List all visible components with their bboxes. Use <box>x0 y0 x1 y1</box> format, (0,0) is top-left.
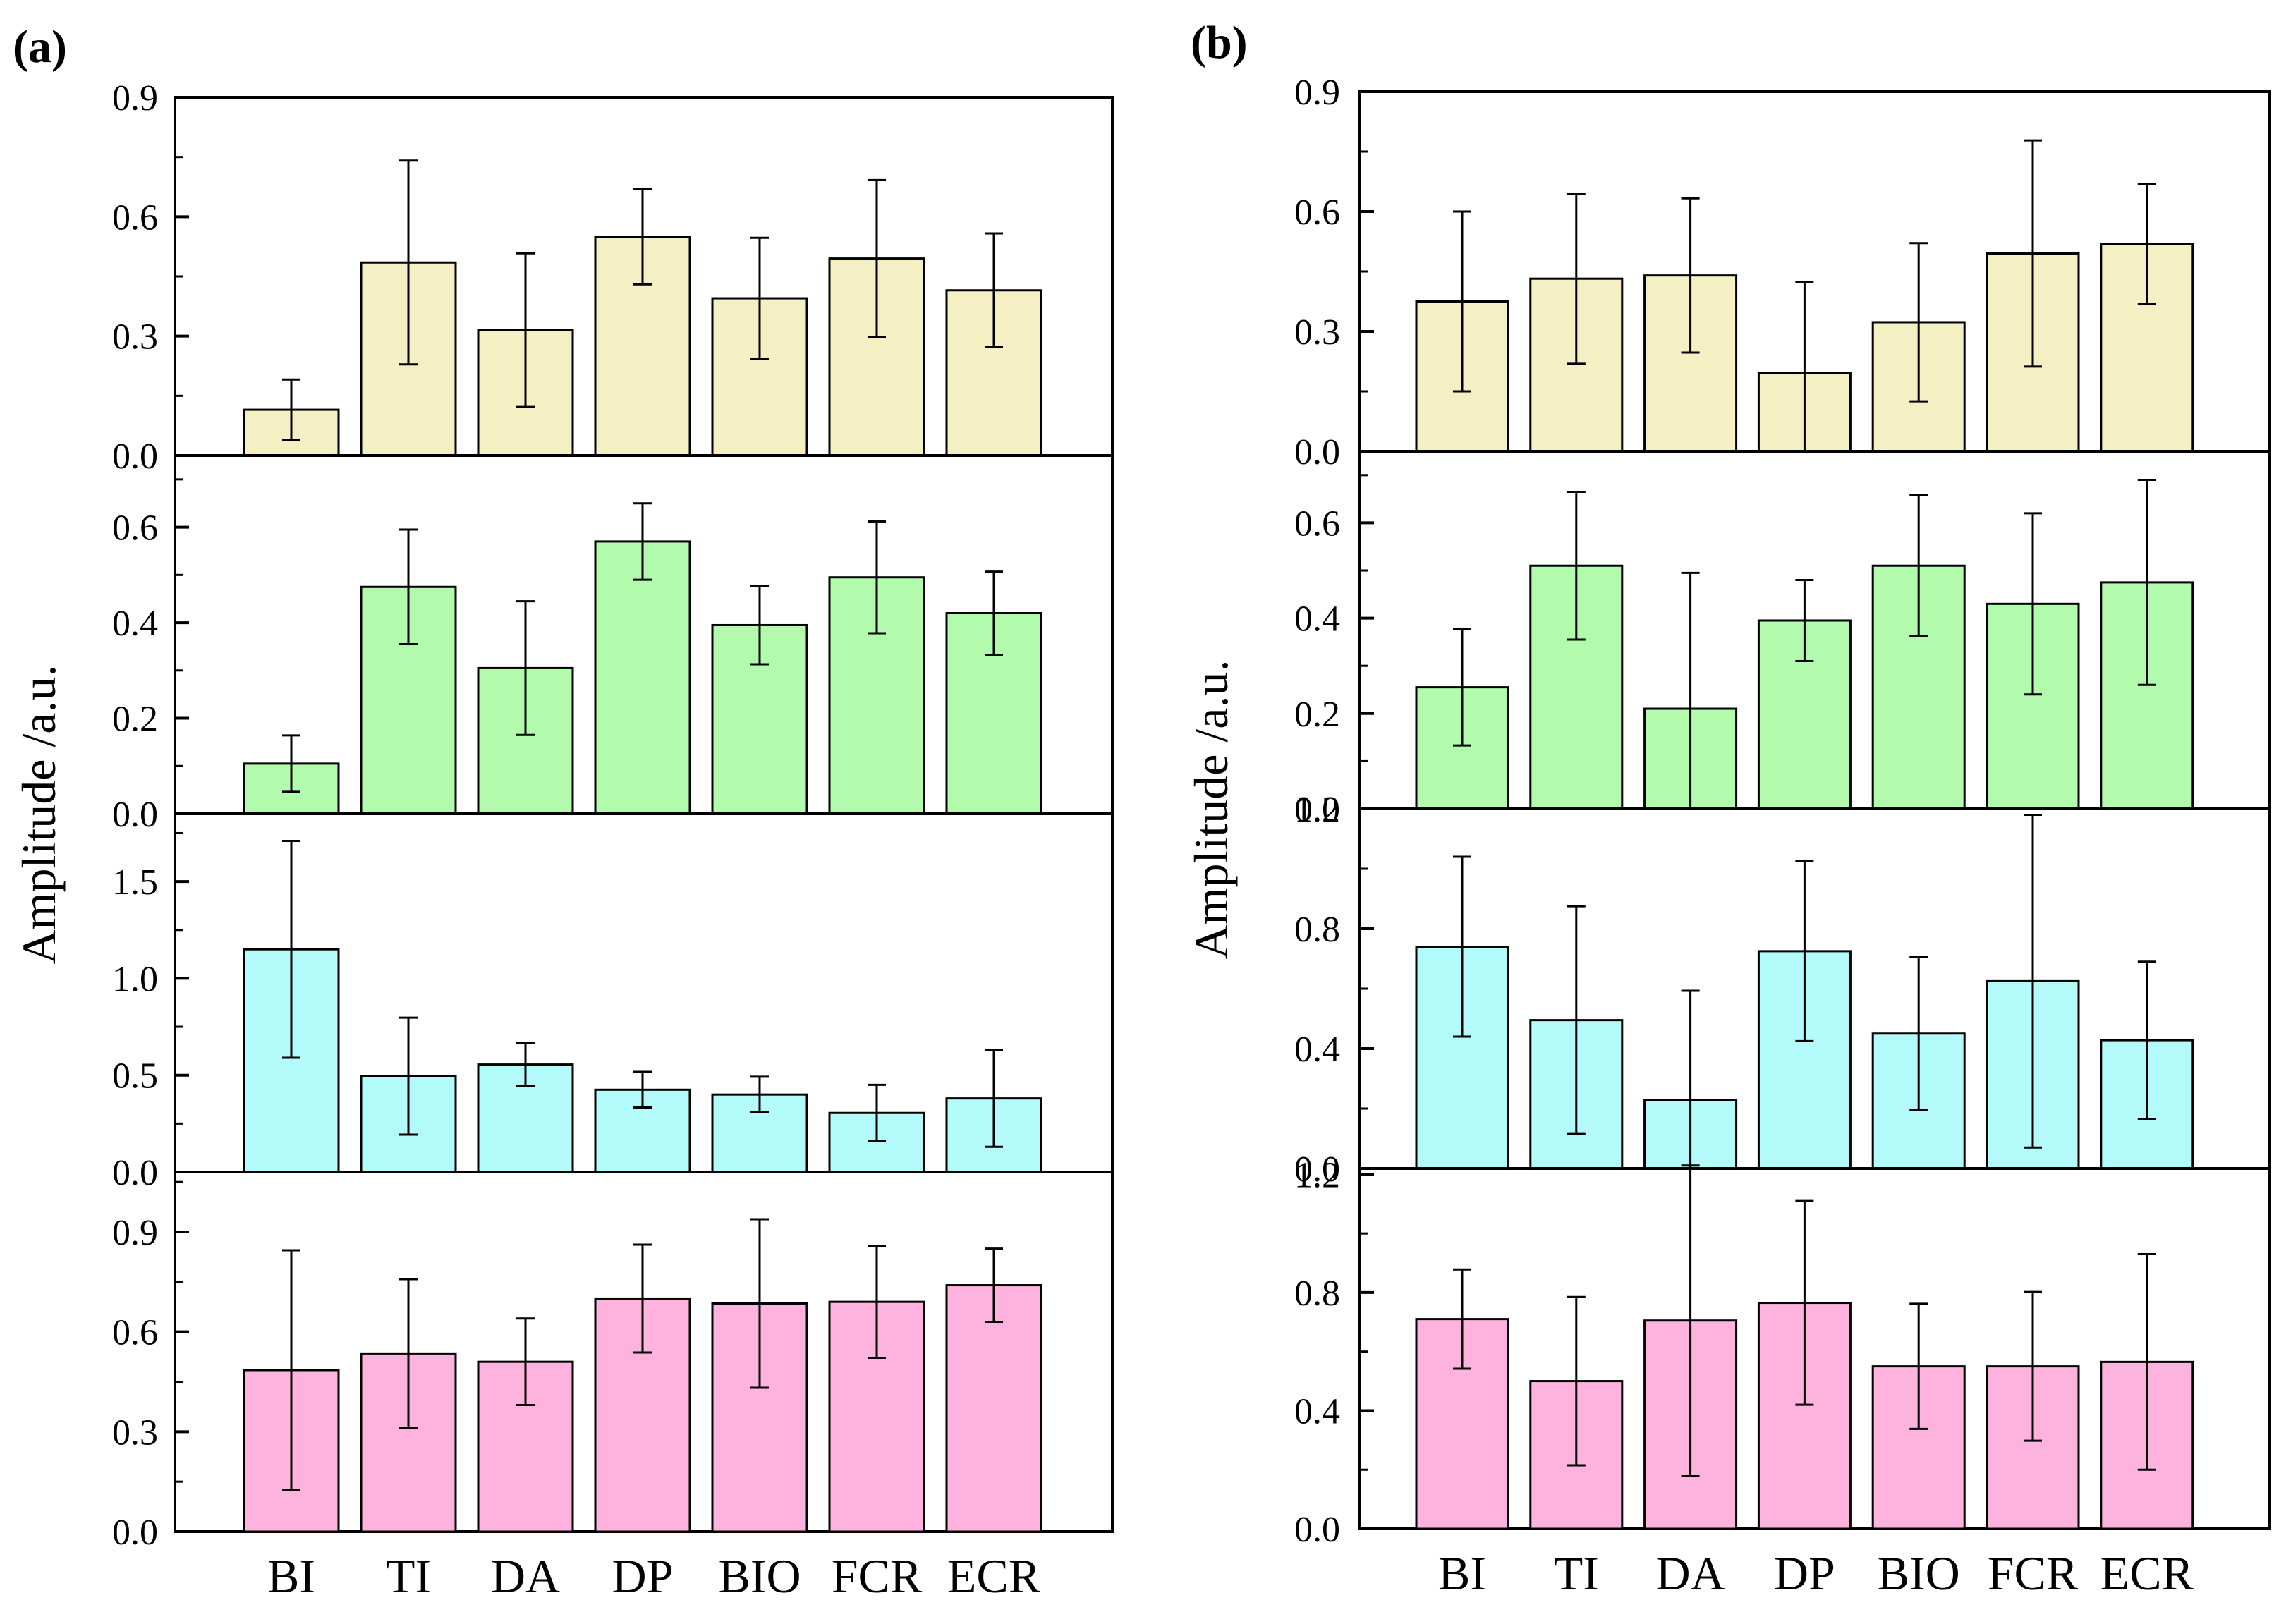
y-tick-label: 0.2 <box>1294 695 1340 735</box>
x-tick-label-da: DA <box>1655 1546 1725 1600</box>
y-tick-label: 0.3 <box>112 317 158 358</box>
y-tick-label: 0.0 <box>1294 1510 1340 1550</box>
y-tick-label: 0.9 <box>112 78 158 118</box>
y-tick-label: 0.0 <box>1294 1149 1340 1190</box>
y-tick-label: 0.4 <box>112 604 158 644</box>
y-tick-label: 1.0 <box>112 959 158 999</box>
x-tick-label-fcr: FCR <box>832 1549 923 1603</box>
y-tick-label: 1.5 <box>112 862 158 903</box>
chart-panel-a: (a)Amplitude /a.u.0.00.30.60.90.00.20.40… <box>12 21 1114 1603</box>
panel-label: (a) <box>13 21 67 73</box>
x-tick-label-bi: BI <box>1438 1546 1486 1600</box>
y-tick-label: 0.0 <box>112 436 158 477</box>
y-tick-label: 0.6 <box>112 508 158 549</box>
chart-panel-b: (b)Amplitude /a.u.0.00.30.60.90.00.20.40… <box>1184 17 2271 1600</box>
x-tick-label-bio: BIO <box>1878 1546 1960 1600</box>
y-tick-label: 0.6 <box>1294 503 1340 544</box>
bar-ecr <box>945 1284 1042 1533</box>
y-tick-label: 0.4 <box>1294 1030 1340 1070</box>
y-tick-label: 0.8 <box>1294 910 1340 950</box>
x-tick-label-ecr: ECR <box>947 1549 1041 1603</box>
y-tick-label: 0.6 <box>112 197 158 238</box>
bar-dp <box>594 540 691 815</box>
y-tick-label: 0.0 <box>112 1513 158 1553</box>
y-tick-label: 0.3 <box>1294 312 1340 353</box>
x-tick-label-dp: DP <box>612 1549 674 1603</box>
x-tick-label-ti: TI <box>1554 1546 1599 1600</box>
bar-ti <box>360 1352 457 1533</box>
y-tick-label: 0.0 <box>112 795 158 835</box>
y-tick-label: 0.3 <box>112 1412 158 1453</box>
x-tick-label-ecr: ECR <box>2100 1546 2194 1600</box>
panel-label: (b) <box>1191 17 1248 68</box>
subplot-2: 0.0 0.2 0.4 0.6 <box>1294 450 2271 830</box>
y-tick-label: 0.5 <box>112 1056 158 1097</box>
y-tick-label: 0.4 <box>1294 599 1340 640</box>
x-tick-label-ti: TI <box>386 1549 431 1603</box>
y-tick-label: 0.0 <box>1294 432 1340 472</box>
x-tick-label-bio: BIO <box>718 1549 801 1603</box>
y-tick-label: 0.0 <box>112 1153 158 1193</box>
y-tick-label: 0.9 <box>112 1213 158 1253</box>
y-tick-label: 0.9 <box>1294 73 1340 113</box>
y-axis-label: Amplitude /a.u. <box>1184 660 1238 960</box>
y-axis-label: Amplitude /a.u. <box>12 665 66 965</box>
y-tick-label: 1.2 <box>1294 1155 1340 1195</box>
y-tick-label: 0.0 <box>1294 790 1340 830</box>
subplot-3: 0.0 0.5 1.0 1.5 <box>112 812 1114 1193</box>
subplot-3: 0.0 0.4 0.8 1.2 <box>1294 790 2271 1190</box>
y-tick-label: 0.2 <box>112 700 158 740</box>
subplot-1: 0.0 0.3 0.6 0.9 <box>112 78 1114 477</box>
y-tick-label: 0.4 <box>1294 1391 1340 1431</box>
y-tick-label: 0.6 <box>1294 193 1340 233</box>
x-tick-label-da: DA <box>491 1549 560 1603</box>
x-tick-label-fcr: FCR <box>1988 1546 2079 1600</box>
subplot-2: 0.0 0.2 0.4 0.6 <box>112 454 1114 835</box>
y-tick-label: 1.2 <box>1294 790 1340 830</box>
x-tick-label-dp: DP <box>1774 1546 1835 1600</box>
x-tick-label-bi: BI <box>267 1549 315 1603</box>
y-tick-label: 0.8 <box>1294 1274 1340 1314</box>
subplot-1: 0.0 0.3 0.6 0.9 <box>1294 73 2271 472</box>
subplot-4: 0.0 0.3 0.6 0.9 <box>112 1171 1114 1553</box>
y-tick-label: 0.6 <box>112 1313 158 1353</box>
subplot-4: 0.0 0.4 0.8 1.2 <box>1294 1155 2271 1550</box>
